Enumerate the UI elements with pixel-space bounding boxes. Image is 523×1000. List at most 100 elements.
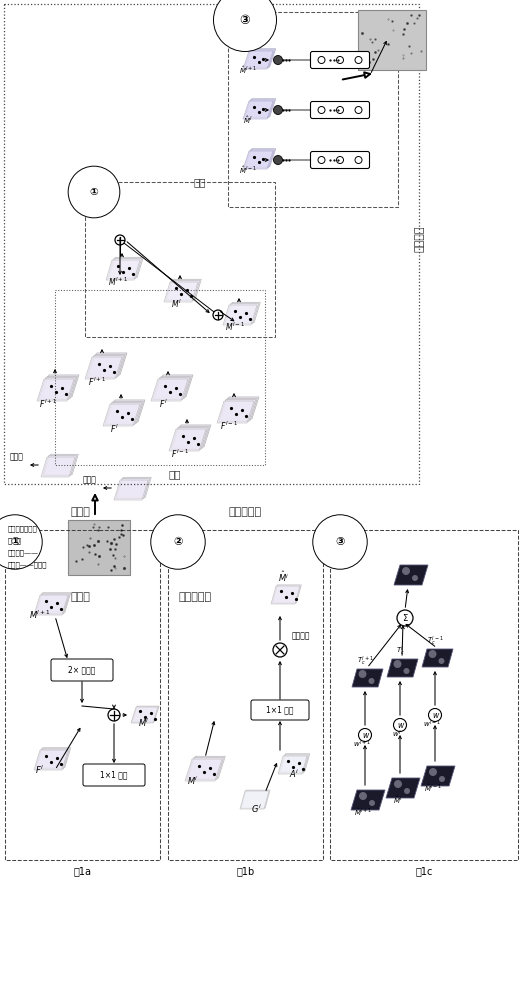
Text: $F^{l}$: $F^{l}$ xyxy=(36,764,44,776)
Text: $\hat{M}^{l}$: $\hat{M}^{l}$ xyxy=(393,795,403,806)
Polygon shape xyxy=(246,49,276,67)
Polygon shape xyxy=(154,376,191,398)
Text: ①: ① xyxy=(10,537,20,547)
Polygon shape xyxy=(219,400,256,422)
Polygon shape xyxy=(108,400,145,422)
Text: 图1b: 图1b xyxy=(236,866,255,876)
Circle shape xyxy=(402,567,410,575)
Text: $w^{l}$: $w^{l}$ xyxy=(392,728,402,740)
Text: w: w xyxy=(362,731,368,740)
Bar xyxy=(5,530,160,860)
Polygon shape xyxy=(279,755,309,773)
Polygon shape xyxy=(117,477,151,497)
Polygon shape xyxy=(241,790,270,808)
Polygon shape xyxy=(167,279,201,299)
Circle shape xyxy=(428,650,437,658)
Text: 侧输出: 侧输出 xyxy=(83,475,97,484)
Text: $M^{i}$: $M^{i}$ xyxy=(187,775,199,787)
Polygon shape xyxy=(37,379,74,401)
Polygon shape xyxy=(41,457,75,477)
Circle shape xyxy=(394,780,402,788)
FancyBboxPatch shape xyxy=(311,102,370,118)
Polygon shape xyxy=(103,404,140,426)
Text: 侧输出: 侧输出 xyxy=(10,452,24,461)
Circle shape xyxy=(336,106,344,113)
Polygon shape xyxy=(114,480,148,500)
Polygon shape xyxy=(42,375,79,397)
Polygon shape xyxy=(90,353,127,375)
Circle shape xyxy=(358,728,371,742)
Text: $F^{l}$: $F^{l}$ xyxy=(158,398,167,410)
Polygon shape xyxy=(109,257,143,277)
Text: $A^{i}$: $A^{i}$ xyxy=(289,768,299,780)
Text: 置信度传播: 置信度传播 xyxy=(178,592,212,602)
Polygon shape xyxy=(88,354,126,376)
Text: 图1a: 图1a xyxy=(74,866,92,876)
Polygon shape xyxy=(39,378,76,400)
Bar xyxy=(330,530,518,860)
Polygon shape xyxy=(185,759,222,781)
Polygon shape xyxy=(164,282,198,302)
Text: 1×1 卷积: 1×1 卷积 xyxy=(266,706,294,714)
Polygon shape xyxy=(271,586,300,604)
Text: 提取一——提取出: 提取一——提取出 xyxy=(8,561,48,568)
Text: 像素相乘: 像素相乘 xyxy=(292,631,311,640)
Text: $F^{l-1}$: $F^{l-1}$ xyxy=(171,448,189,460)
Text: $\hat{M}^{l}$: $\hat{M}^{l}$ xyxy=(243,115,253,126)
Polygon shape xyxy=(220,398,257,420)
Circle shape xyxy=(355,56,362,64)
Text: 置信度传播: 置信度传播 xyxy=(229,507,262,517)
Text: $M^{l+1}$: $M^{l+1}$ xyxy=(29,609,51,621)
Polygon shape xyxy=(156,375,193,397)
Polygon shape xyxy=(281,754,310,772)
Polygon shape xyxy=(386,778,420,798)
Polygon shape xyxy=(174,425,211,447)
Text: $T_c^{l+1}$: $T_c^{l+1}$ xyxy=(357,654,373,668)
Text: 层间: 层间 xyxy=(169,469,181,479)
Polygon shape xyxy=(85,357,122,379)
Bar xyxy=(4,4,419,484)
Circle shape xyxy=(439,776,445,782)
Text: 一目形成，比对: 一目形成，比对 xyxy=(8,525,38,532)
Circle shape xyxy=(369,800,375,806)
Circle shape xyxy=(428,708,441,722)
Polygon shape xyxy=(34,595,68,615)
Text: 分层激活: 分层激活 xyxy=(415,226,425,252)
Text: 图1c: 图1c xyxy=(415,866,433,876)
Text: $F^{l-1}$: $F^{l-1}$ xyxy=(220,420,238,432)
Text: $F^{l+1}$: $F^{l+1}$ xyxy=(39,398,57,410)
Circle shape xyxy=(108,709,120,721)
Polygon shape xyxy=(226,302,260,322)
Polygon shape xyxy=(116,479,150,499)
Bar xyxy=(358,10,426,70)
Text: $\hat{M}^{l-1}$: $\hat{M}^{l-1}$ xyxy=(424,783,442,794)
Bar xyxy=(55,290,265,465)
Polygon shape xyxy=(169,429,206,451)
Text: Σ: Σ xyxy=(402,614,407,623)
Text: ③: ③ xyxy=(240,13,251,26)
Circle shape xyxy=(369,678,374,684)
Text: 个  个: 个 个 xyxy=(8,537,21,544)
Polygon shape xyxy=(187,758,224,780)
Text: $\hat{M}^{l+1}$: $\hat{M}^{l+1}$ xyxy=(239,65,257,76)
Text: $M^{l+1}$: $M^{l+1}$ xyxy=(108,276,128,288)
Polygon shape xyxy=(106,401,143,423)
Text: $\hat{M}^{l-1}$: $\hat{M}^{l-1}$ xyxy=(239,165,257,176)
Text: 1×1 卷积: 1×1 卷积 xyxy=(100,770,128,780)
FancyBboxPatch shape xyxy=(251,700,309,720)
Circle shape xyxy=(318,156,325,163)
Text: $\hat{M}^{l+1}$: $\hat{M}^{l+1}$ xyxy=(354,807,372,818)
Polygon shape xyxy=(40,376,77,398)
Text: ①: ① xyxy=(89,187,98,197)
Polygon shape xyxy=(394,565,428,585)
FancyBboxPatch shape xyxy=(311,51,370,68)
Text: w: w xyxy=(432,711,438,720)
Polygon shape xyxy=(272,585,301,603)
Polygon shape xyxy=(170,428,208,450)
Circle shape xyxy=(404,788,410,794)
Polygon shape xyxy=(244,150,275,168)
Polygon shape xyxy=(151,379,188,401)
Polygon shape xyxy=(131,707,158,723)
Polygon shape xyxy=(37,748,71,768)
Polygon shape xyxy=(43,456,77,476)
